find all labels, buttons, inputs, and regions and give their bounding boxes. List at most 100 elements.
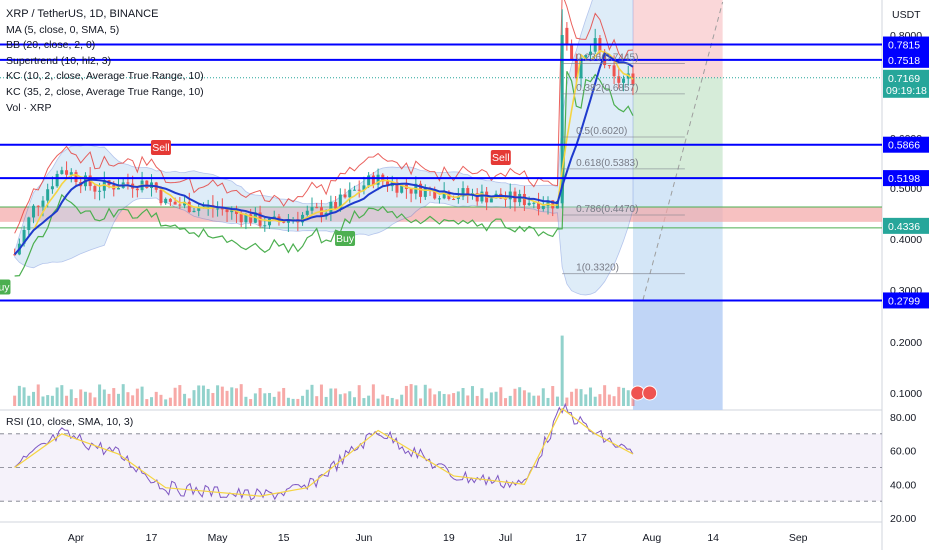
rsi-legend[interactable]: RSI (10, close, SMA, 10, 3) — [6, 416, 134, 428]
legend-bb[interactable]: BB (20, close, 2, 0) — [6, 39, 96, 52]
volume-bar — [230, 387, 234, 406]
volume-bar — [343, 393, 347, 406]
rsi-tick-3: 20.00 — [890, 513, 916, 525]
candle-body — [489, 198, 493, 203]
candle-body — [32, 205, 36, 218]
time-label-6: Jul — [499, 532, 512, 544]
event-flag-icon — [642, 385, 658, 401]
volume-bar — [588, 387, 592, 406]
volume-bar — [291, 398, 295, 406]
legend-kc-10[interactable]: KC (10, 2, close, Average True Range, 10… — [6, 70, 204, 83]
volume-bar — [480, 388, 484, 406]
volume-bar — [414, 385, 418, 406]
candle-body — [60, 170, 64, 174]
candle-body — [527, 202, 531, 206]
volume-bar — [263, 393, 267, 406]
candle-body — [386, 181, 390, 187]
volume-bar — [555, 396, 559, 406]
volume-bar — [225, 390, 229, 406]
volume-bar — [282, 387, 286, 406]
volume-bar — [584, 394, 588, 406]
candle-body — [168, 198, 172, 202]
volume-bar — [437, 391, 441, 406]
legend-ma[interactable]: MA (5, close, 0, SMA, 5) — [6, 23, 120, 36]
candle-body — [282, 221, 286, 223]
volume-bar — [475, 395, 479, 406]
volume-bar — [150, 397, 154, 406]
candle-body — [395, 182, 399, 193]
volume-bar — [494, 391, 498, 406]
candle-body — [93, 186, 97, 192]
indicator-legend: XRP / TetherUS, 1D, BINANCE MA (5, close… — [6, 7, 204, 116]
candle-body — [522, 193, 526, 206]
fib-label-2: 0.5(0.6020) — [576, 126, 627, 137]
volume-bar — [400, 394, 404, 406]
candle-body — [305, 210, 309, 215]
candle-body — [164, 198, 168, 204]
current-price-label: 0.7169 — [888, 73, 920, 85]
volume-bar — [36, 384, 40, 406]
legend-supertrend[interactable]: Supertrend (10, hl2, 3) — [6, 54, 112, 67]
time-label-8: Aug — [642, 532, 661, 544]
volume-bar — [69, 389, 73, 406]
volume-bar — [376, 398, 380, 406]
candle-body — [116, 187, 120, 190]
currency-label: USDT — [892, 9, 921, 21]
signal-buy-2 — [335, 231, 356, 246]
volume-bar — [522, 390, 526, 406]
volume-bar — [41, 396, 45, 406]
volume-bar — [319, 384, 323, 406]
volume-bar — [55, 387, 59, 406]
candle-body — [551, 200, 555, 209]
volume-bar — [461, 388, 465, 406]
time-label-3: 15 — [278, 532, 290, 544]
candle-body — [41, 200, 45, 207]
candle-body — [69, 172, 73, 175]
time-label-9: 14 — [707, 532, 719, 544]
candle-body — [579, 57, 583, 79]
rsi-tick-2: 40.00 — [890, 479, 916, 491]
candle-body — [27, 217, 31, 230]
level-tag-label-2: 0.5866 — [888, 140, 920, 152]
candle-body — [433, 189, 437, 199]
candle-body — [622, 78, 626, 83]
candle-body — [225, 209, 229, 213]
volume-bar — [579, 389, 583, 406]
candle-body — [603, 51, 607, 66]
volume-bar — [470, 386, 474, 406]
volume-bar — [329, 388, 333, 406]
volume-bar — [560, 335, 564, 406]
symbol-title[interactable]: XRP / TetherUS, 1D, BINANCE — [6, 8, 159, 20]
legend-volume[interactable]: Vol · XRP — [6, 101, 52, 114]
volume-bar — [79, 389, 83, 406]
candle-body — [145, 180, 149, 188]
volume-bar — [617, 386, 621, 406]
volume-bar — [258, 388, 262, 406]
candle-body — [452, 198, 456, 200]
fib-label-5: 1(0.3320) — [576, 263, 619, 274]
legend-kc-35[interactable]: KC (35, 2, close, Average True Range, 10… — [6, 85, 204, 98]
candle-body — [197, 207, 201, 211]
time-label-5: 19 — [443, 532, 455, 544]
volume-bar — [192, 390, 196, 406]
volume-bar — [93, 397, 97, 406]
candle-body — [338, 194, 342, 209]
volume-bar — [626, 390, 630, 406]
volume-bar — [107, 393, 111, 406]
candle-body — [409, 189, 413, 194]
candle-body — [357, 189, 361, 191]
signal-label-2: Buy — [336, 233, 355, 245]
volume-bar — [423, 384, 427, 406]
level-tag-0 — [883, 36, 929, 53]
candle-body — [36, 205, 40, 207]
volume-bar — [216, 385, 220, 406]
support-zone — [0, 206, 882, 222]
volume-bar — [395, 399, 399, 406]
volume-bar — [518, 387, 522, 406]
candle-body — [546, 200, 550, 206]
candle-body — [65, 170, 69, 175]
candle-body — [310, 207, 314, 211]
volume-bar — [532, 395, 536, 406]
